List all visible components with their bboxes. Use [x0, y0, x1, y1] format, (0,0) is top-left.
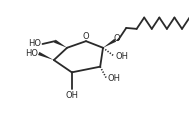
Text: O: O — [113, 34, 120, 43]
Text: OH: OH — [65, 91, 78, 100]
Polygon shape — [103, 39, 116, 48]
Polygon shape — [54, 40, 67, 48]
Polygon shape — [38, 52, 54, 60]
Text: HO: HO — [29, 40, 42, 48]
Text: HO: HO — [25, 49, 38, 58]
Text: OH: OH — [115, 52, 128, 61]
Text: OH: OH — [108, 74, 121, 83]
Text: O: O — [83, 32, 89, 41]
